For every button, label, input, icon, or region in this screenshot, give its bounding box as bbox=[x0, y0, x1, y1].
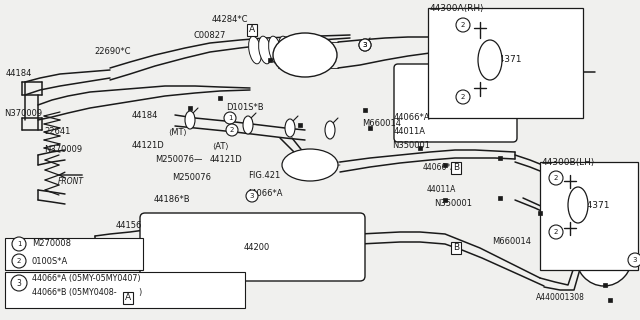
Text: M660014: M660014 bbox=[492, 237, 531, 246]
Text: 44184: 44184 bbox=[6, 69, 33, 78]
Ellipse shape bbox=[325, 121, 335, 139]
Text: ⟨MT⟩: ⟨MT⟩ bbox=[168, 127, 187, 137]
Bar bbox=[540, 162, 638, 270]
Text: 22690*C: 22690*C bbox=[94, 47, 131, 57]
Circle shape bbox=[549, 171, 563, 185]
Circle shape bbox=[456, 18, 470, 32]
Text: M250076—: M250076— bbox=[155, 156, 202, 164]
Text: 44066*A: 44066*A bbox=[247, 189, 284, 198]
Bar bbox=[428, 8, 583, 118]
Text: 22641: 22641 bbox=[44, 127, 70, 137]
Text: 2: 2 bbox=[230, 127, 234, 133]
Text: 2: 2 bbox=[17, 258, 21, 264]
Circle shape bbox=[11, 275, 27, 291]
Text: 2: 2 bbox=[461, 94, 465, 100]
Bar bbox=[5, 238, 143, 270]
Ellipse shape bbox=[568, 187, 588, 223]
Text: 44121D: 44121D bbox=[132, 140, 164, 149]
Circle shape bbox=[12, 237, 26, 251]
Text: 44186*B: 44186*B bbox=[154, 196, 191, 204]
Text: 2: 2 bbox=[554, 175, 558, 181]
Text: A: A bbox=[249, 26, 255, 35]
Text: 44184: 44184 bbox=[132, 111, 158, 121]
Text: 44066*B (05MY0408-         ): 44066*B (05MY0408- ) bbox=[32, 287, 142, 297]
Text: 3: 3 bbox=[633, 257, 637, 263]
Text: N350001: N350001 bbox=[392, 141, 430, 150]
Ellipse shape bbox=[282, 149, 338, 181]
Text: FRONT: FRONT bbox=[58, 178, 84, 187]
Text: ⟨AT⟩: ⟨AT⟩ bbox=[212, 141, 228, 150]
Ellipse shape bbox=[289, 36, 301, 64]
Text: N350001: N350001 bbox=[434, 199, 472, 209]
Text: 44066*A: 44066*A bbox=[394, 114, 431, 123]
Ellipse shape bbox=[259, 36, 271, 64]
Ellipse shape bbox=[575, 222, 633, 286]
Text: 3: 3 bbox=[17, 278, 21, 287]
Circle shape bbox=[549, 225, 563, 239]
Text: 3: 3 bbox=[363, 42, 367, 48]
Text: N370009: N370009 bbox=[4, 109, 42, 118]
Ellipse shape bbox=[185, 111, 195, 129]
Ellipse shape bbox=[269, 36, 282, 64]
Text: 1: 1 bbox=[228, 115, 232, 121]
Text: FIG.421: FIG.421 bbox=[248, 172, 280, 180]
Text: M270008: M270008 bbox=[32, 239, 71, 249]
Text: 3: 3 bbox=[250, 193, 254, 199]
Text: 2: 2 bbox=[461, 22, 465, 28]
Text: 44300B⟨LH⟩: 44300B⟨LH⟩ bbox=[542, 157, 595, 166]
Text: 44121D: 44121D bbox=[210, 155, 243, 164]
Text: 44066*A: 44066*A bbox=[422, 164, 456, 172]
Text: N370009: N370009 bbox=[44, 146, 82, 155]
Text: 44156: 44156 bbox=[116, 221, 142, 230]
Circle shape bbox=[246, 190, 258, 202]
Text: 1: 1 bbox=[17, 241, 21, 247]
Text: 3: 3 bbox=[363, 42, 367, 48]
Ellipse shape bbox=[273, 33, 337, 77]
Text: 44011A: 44011A bbox=[427, 186, 456, 195]
Text: 44200: 44200 bbox=[244, 244, 270, 252]
Circle shape bbox=[359, 39, 371, 51]
Circle shape bbox=[456, 90, 470, 104]
Text: M660014: M660014 bbox=[362, 119, 401, 129]
Bar bbox=[5, 272, 245, 308]
Text: A440001308: A440001308 bbox=[536, 293, 585, 302]
FancyBboxPatch shape bbox=[394, 64, 517, 142]
Circle shape bbox=[359, 39, 371, 51]
Ellipse shape bbox=[243, 116, 253, 134]
Text: D101S*B: D101S*B bbox=[226, 103, 264, 113]
Text: A: A bbox=[125, 293, 131, 302]
Circle shape bbox=[224, 112, 236, 124]
Text: B: B bbox=[453, 164, 459, 172]
Text: 44066*A (05MY-05MY0407): 44066*A (05MY-05MY0407) bbox=[32, 274, 141, 283]
Text: 44371: 44371 bbox=[494, 55, 522, 65]
Ellipse shape bbox=[478, 40, 502, 80]
Circle shape bbox=[628, 253, 640, 267]
Text: 2: 2 bbox=[554, 229, 558, 235]
Text: B: B bbox=[453, 244, 459, 252]
Ellipse shape bbox=[278, 36, 291, 64]
Text: M250076: M250076 bbox=[172, 173, 211, 182]
Text: 44284*C: 44284*C bbox=[212, 15, 248, 25]
Ellipse shape bbox=[248, 36, 261, 64]
Text: 44011A: 44011A bbox=[394, 127, 426, 137]
Text: 0100S*A: 0100S*A bbox=[32, 257, 68, 266]
Circle shape bbox=[226, 124, 238, 136]
Ellipse shape bbox=[285, 119, 295, 137]
Text: C00827: C00827 bbox=[194, 31, 227, 41]
Text: 44300A⟨RH⟩: 44300A⟨RH⟩ bbox=[430, 4, 484, 12]
FancyBboxPatch shape bbox=[140, 213, 365, 281]
Text: 44371: 44371 bbox=[582, 201, 611, 210]
Circle shape bbox=[12, 254, 26, 268]
